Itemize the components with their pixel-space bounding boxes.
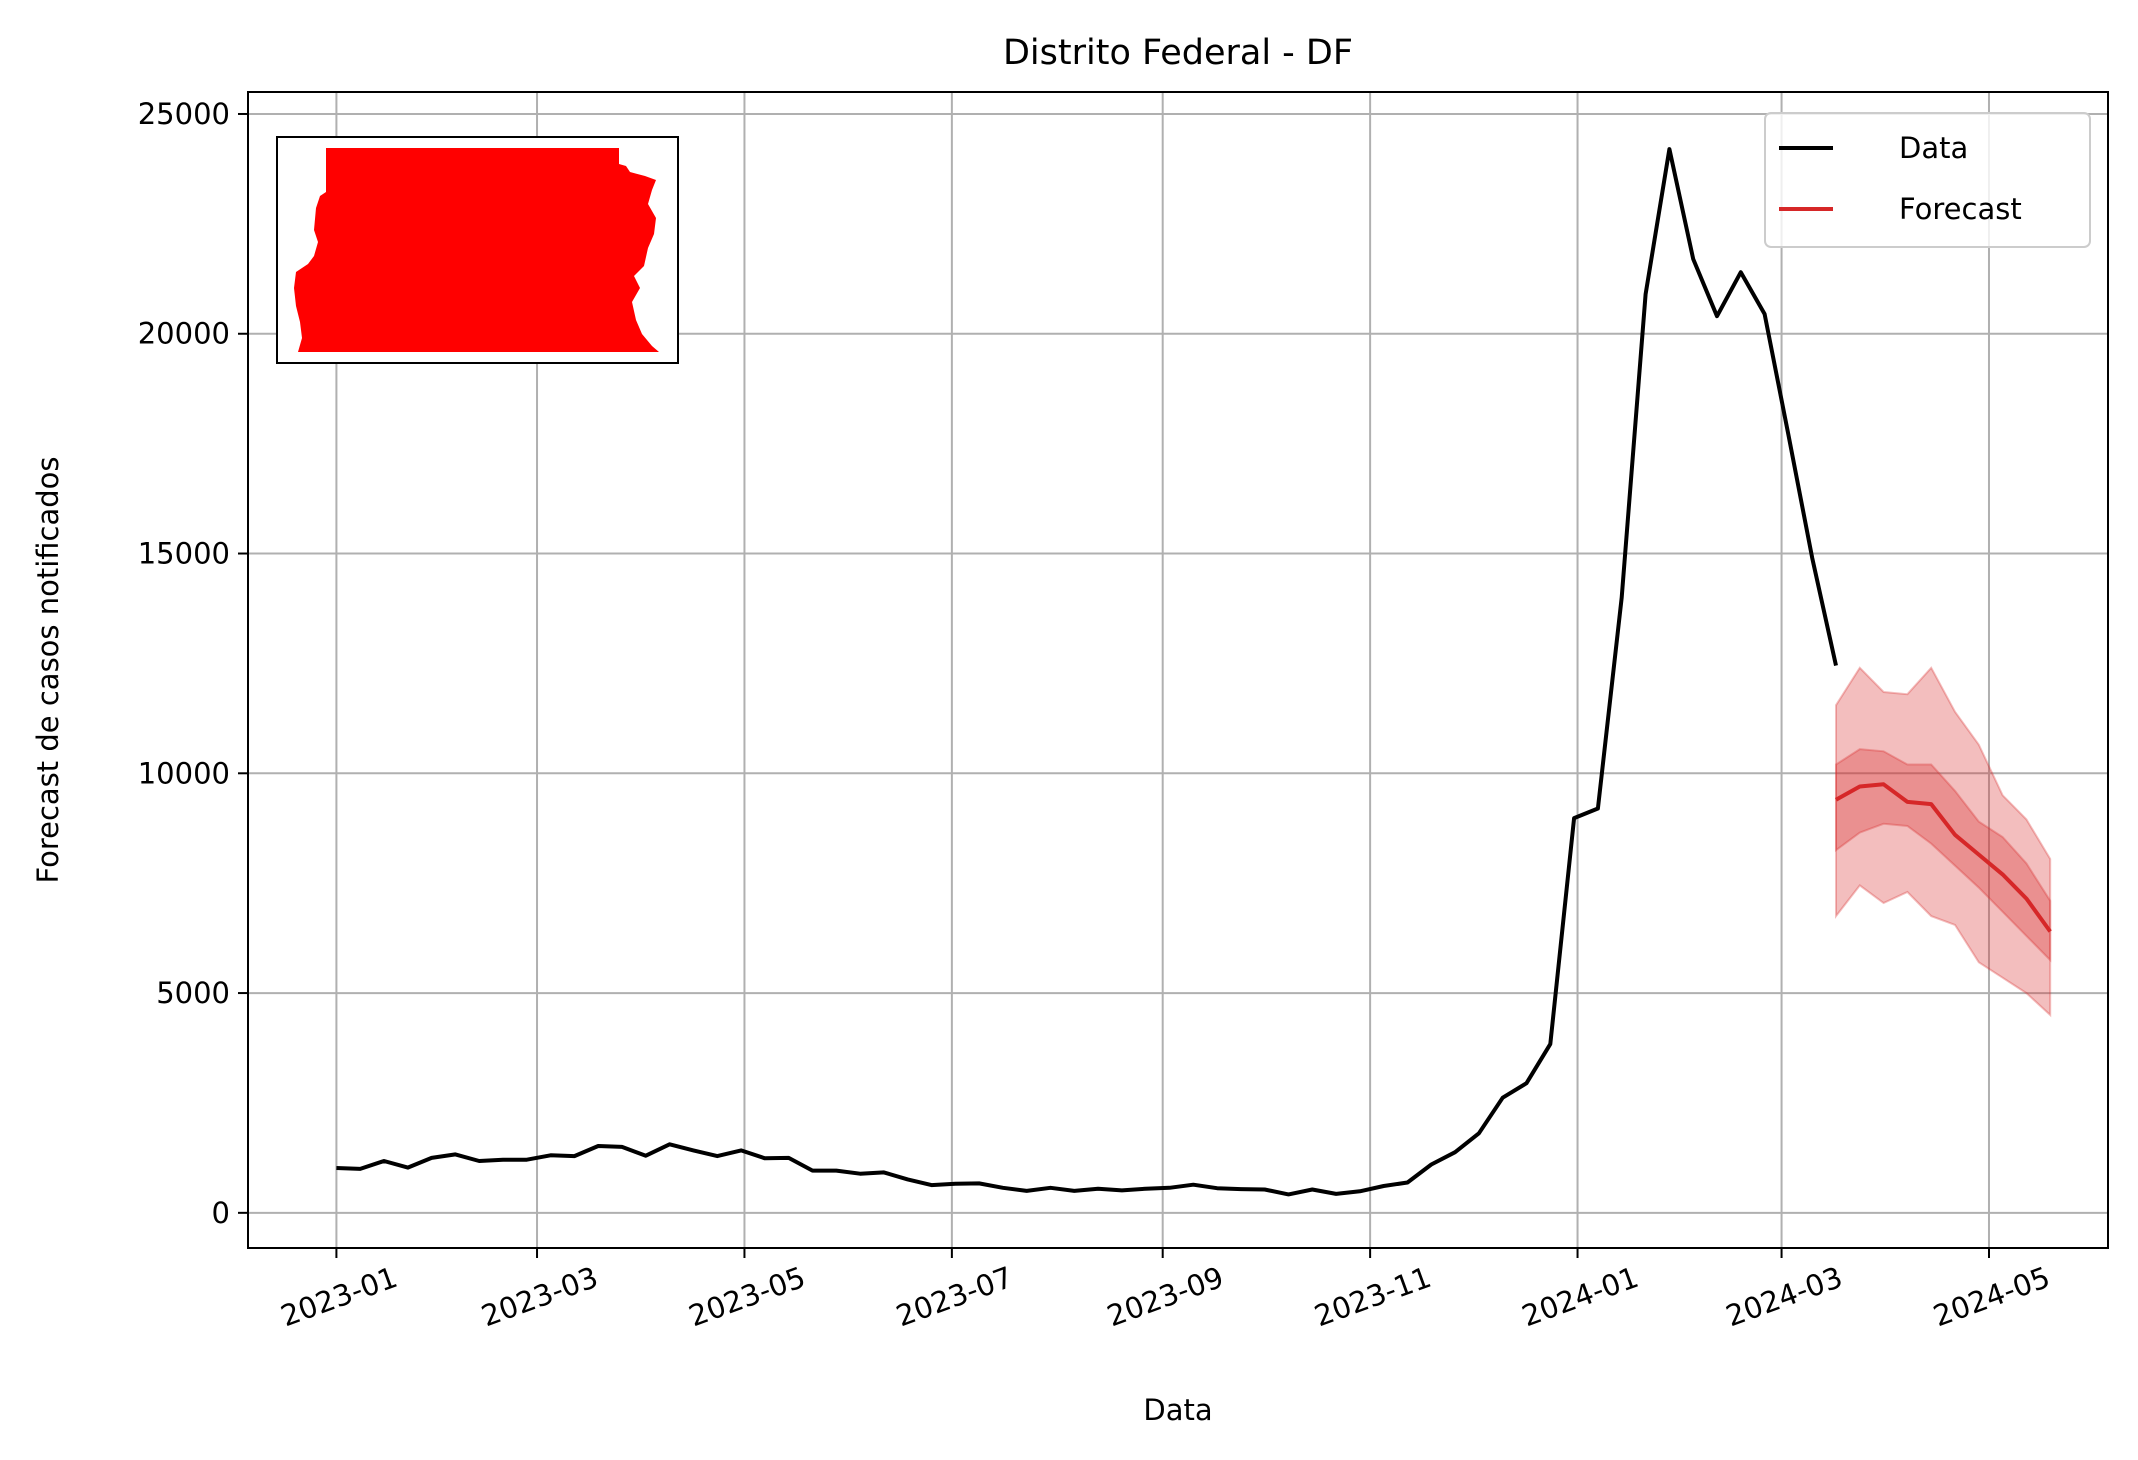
- chart-title: Distrito Federal - DF: [1003, 33, 1353, 73]
- x-axis-title: Data: [1143, 1393, 1212, 1427]
- y-tick-label: 20000: [138, 317, 230, 351]
- forecast-band-outer: [1835, 666, 2052, 1018]
- legend-label-forecast: Forecast: [1899, 192, 2022, 226]
- y-tick-label: 0: [212, 1196, 230, 1230]
- inset-map: [276, 136, 679, 364]
- forecast-band-inner: [1835, 748, 2052, 963]
- series-lines: [336, 147, 2052, 1197]
- y-tick-label: 5000: [156, 976, 230, 1010]
- legend-label-data: Data: [1899, 131, 1968, 165]
- map-silhouette: [294, 148, 659, 352]
- y-tick-label: 15000: [138, 537, 230, 571]
- series-line-forecast: [1835, 782, 2052, 933]
- legend: Data Forecast: [1764, 112, 2091, 248]
- plot-frame: [247, 91, 2109, 1249]
- series-line-data: [336, 147, 1838, 1197]
- legend-box: [1764, 112, 2091, 248]
- forecast-bands: [1835, 666, 2052, 1018]
- y-tick-label: 25000: [138, 97, 230, 131]
- y-tick-label: 10000: [138, 756, 230, 790]
- grid: [248, 92, 2108, 1248]
- y-axis-title: Forecast de casos notificados: [31, 456, 65, 883]
